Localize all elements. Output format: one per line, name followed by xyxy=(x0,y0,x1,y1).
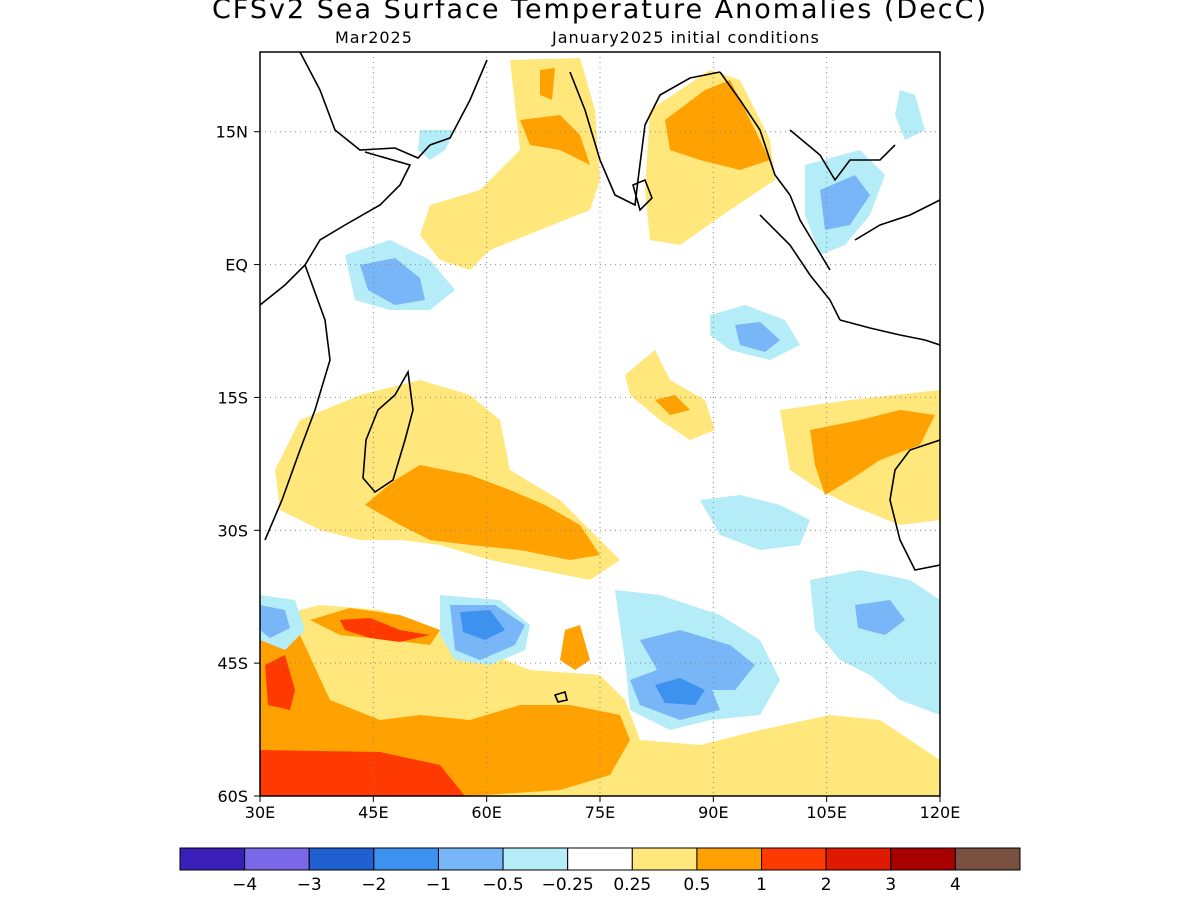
anomaly-warm-region xyxy=(520,115,590,165)
colorbar-label: 0.5 xyxy=(683,875,710,895)
lat-lon-gridlines xyxy=(260,52,940,796)
colorbar-swatch xyxy=(437,847,504,871)
x-tick-label: 60E xyxy=(471,803,501,822)
colorbar-swatch xyxy=(631,847,698,871)
y-tick-label: 15S xyxy=(217,388,248,407)
y-tick-label: EQ xyxy=(225,256,248,275)
colorbar-swatch xyxy=(567,847,633,871)
india-coast xyxy=(569,71,721,207)
y-tick-label: 60S xyxy=(217,787,248,806)
sri-lanka-coast xyxy=(632,178,653,212)
x-tick-label: 75E xyxy=(585,803,615,822)
anomaly-warm-region xyxy=(810,410,935,495)
anomaly-colder-region xyxy=(655,678,705,705)
colorbar-swatch xyxy=(890,847,956,871)
anomaly-warm-region xyxy=(665,80,770,170)
colorbar-label: 2 xyxy=(821,875,832,895)
initial-conditions: January2025 initial conditions xyxy=(552,28,820,47)
anomaly-hot-region xyxy=(265,655,295,710)
anomaly-warm-region xyxy=(540,68,555,100)
x-tick-label: 90E xyxy=(698,803,728,822)
colorbar-swatch xyxy=(825,847,892,871)
anomaly-cool-region xyxy=(810,570,940,715)
anomaly-cool-region xyxy=(895,90,925,140)
malay-peninsula-coast xyxy=(789,194,831,271)
anomaly-cool-region xyxy=(700,495,810,550)
colorbar-swatch xyxy=(502,847,569,871)
anomaly-hot-region xyxy=(260,750,465,796)
y-tick-label: 30S xyxy=(217,521,248,540)
colorbar-swatch xyxy=(954,847,1021,871)
java-coast xyxy=(839,319,940,346)
anomaly-warm-region xyxy=(560,625,590,670)
anomaly-cold-region xyxy=(360,258,425,305)
latitude-labels: 15N EQ 15S 30S 45S 60S xyxy=(216,123,260,806)
anomaly-fields xyxy=(260,58,940,796)
anomaly-warm-region xyxy=(365,465,600,560)
colorbar-swatch xyxy=(179,847,246,871)
x-tick-label: 30E xyxy=(245,803,275,822)
anomaly-warm-region xyxy=(655,395,690,415)
colorbar-swatch xyxy=(696,847,763,871)
colorbar-swatch xyxy=(761,847,827,871)
anomaly-cold-region xyxy=(855,600,905,635)
bay-bengal-coast xyxy=(719,71,791,196)
anomaly-warm-region xyxy=(420,58,600,270)
colorbar-label: 3 xyxy=(885,875,896,895)
anomaly-hot-region xyxy=(340,618,430,642)
colorbar-label: −0.25 xyxy=(542,875,594,895)
anomaly-cold-region xyxy=(820,175,870,230)
forecast-month: Mar2025 xyxy=(335,28,413,47)
x-tick-label: 105E xyxy=(806,803,847,822)
east-africa-coast xyxy=(264,264,331,541)
y-tick-label: 45S xyxy=(217,654,248,673)
sumatra-coast xyxy=(759,214,841,321)
colorbar-swatch xyxy=(373,847,439,871)
colorbar-label: −0.5 xyxy=(482,875,523,895)
x-tick-label: 45E xyxy=(358,803,388,822)
indochina-coast xyxy=(789,129,896,182)
kerguelen-coast xyxy=(553,690,568,703)
anomaly-cool-region xyxy=(418,130,455,160)
coastlines xyxy=(260,52,940,703)
anomaly-warm-region xyxy=(625,350,715,440)
map-title: CFSv2 Sea Surface Temperature Anomalies … xyxy=(211,0,989,25)
arabia-coast xyxy=(299,52,488,159)
anomaly-cold-region xyxy=(735,322,780,352)
australia-coast xyxy=(889,439,940,571)
colorbar-label: −3 xyxy=(297,875,322,895)
colorbar-label: 1 xyxy=(756,875,767,895)
madagascar-coast xyxy=(362,369,414,494)
colorbar-label: −1 xyxy=(426,875,451,895)
anomaly-colder-region xyxy=(460,610,505,640)
colorbar: −4 −3 −2 −1 −0.5 −0.25 0.25 0.5 1 2 3 4 xyxy=(179,847,1021,895)
colorbar-label: −2 xyxy=(361,875,386,895)
colorbar-swatch xyxy=(308,847,375,871)
longitude-labels: 30E 45E 60E 75E 90E 105E 120E xyxy=(245,796,961,822)
anomaly-cold-region xyxy=(260,605,290,638)
africa-coast xyxy=(260,151,412,306)
borneo-coast xyxy=(854,199,940,241)
colorbar-swatch xyxy=(244,847,310,871)
x-tick-label: 120E xyxy=(920,803,961,822)
colorbar-label: −4 xyxy=(232,875,257,895)
colorbar-label: 0.25 xyxy=(613,875,651,895)
y-tick-label: 15N xyxy=(216,123,248,142)
colorbar-label: 4 xyxy=(950,875,961,895)
